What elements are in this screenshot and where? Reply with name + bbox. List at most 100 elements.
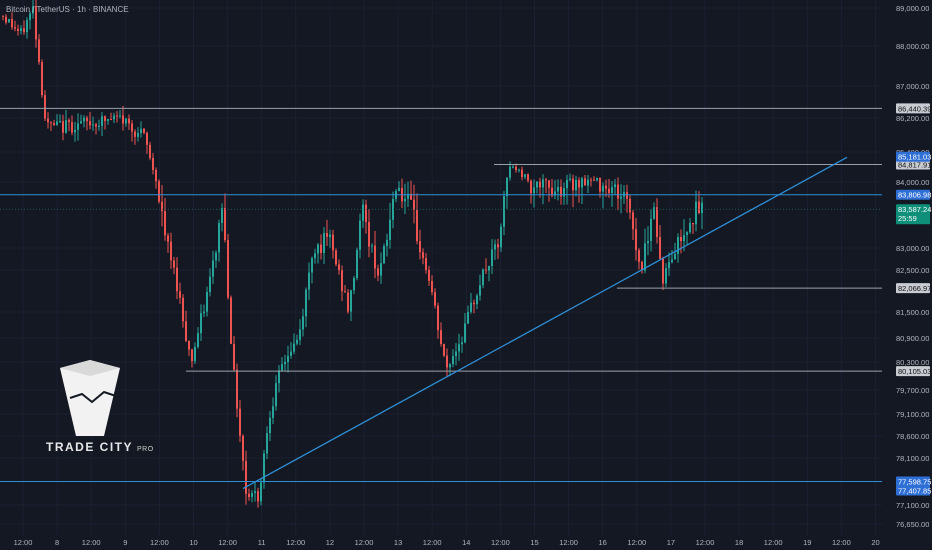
ascending-trendline — [242, 156, 848, 490]
candle-body — [500, 226, 502, 248]
price-axis[interactable]: 89,000.0088,000.0087,000.0086,200.0085,4… — [882, 0, 932, 550]
candle-body — [536, 181, 538, 188]
candle-body — [29, 13, 31, 21]
candle-body — [527, 174, 529, 181]
candle — [44, 90, 46, 121]
brand-name: TRADE CITY PRO — [46, 440, 154, 454]
candle — [17, 24, 19, 36]
price-tick-label: 86,200.00 — [896, 114, 929, 123]
candle — [638, 248, 640, 270]
candle-body — [143, 128, 145, 133]
candle — [575, 175, 577, 197]
candle — [344, 284, 346, 293]
candle-body — [470, 302, 472, 312]
candle-body — [683, 235, 685, 242]
candle-body — [428, 269, 430, 281]
candle — [482, 268, 484, 289]
candle — [209, 268, 211, 297]
candle — [23, 20, 25, 35]
candle — [8, 18, 10, 23]
candle-body — [77, 123, 79, 130]
candle-body — [590, 179, 592, 181]
candle — [194, 342, 196, 364]
candle-body — [212, 260, 214, 277]
candle — [548, 179, 550, 202]
logo-line — [69, 390, 117, 404]
horizontal-levels[interactable] — [0, 107, 882, 483]
candle — [536, 181, 538, 194]
candle — [50, 121, 52, 132]
candle-body — [467, 311, 469, 324]
candle-body — [608, 188, 610, 194]
candle — [317, 243, 319, 264]
candle-body — [14, 27, 16, 29]
candle — [203, 304, 205, 317]
candle — [383, 243, 385, 265]
candle — [137, 127, 139, 142]
candle-body — [38, 39, 40, 63]
time-tick-label: 11 — [258, 538, 266, 547]
candle — [452, 349, 454, 368]
time-axis[interactable]: 12:00 8 12:00 9 12:00 10 12:00 11 12:00 12 12:00 13… — [0, 536, 882, 550]
candle — [71, 115, 73, 136]
candle — [110, 112, 112, 121]
candle-body — [272, 406, 274, 418]
candle — [212, 250, 214, 284]
candle-body — [32, 6, 34, 14]
marker-price-label-bg — [896, 151, 930, 162]
candle-body — [593, 179, 595, 181]
candle — [542, 174, 544, 205]
candle-body — [218, 222, 220, 253]
candle-body — [62, 121, 64, 133]
candle — [95, 122, 97, 135]
candle-body — [197, 333, 199, 347]
time-tick-label: 12:00 — [286, 538, 305, 547]
candle-body — [176, 267, 178, 292]
candle — [431, 275, 433, 296]
candle — [179, 282, 181, 304]
candle-body — [458, 344, 460, 352]
candle — [311, 256, 313, 284]
candle — [146, 131, 148, 154]
level-price-label-bg — [896, 366, 930, 377]
candle-body — [50, 122, 52, 124]
candle-body — [647, 240, 649, 244]
candle — [560, 179, 562, 205]
candle-body — [116, 115, 118, 117]
trendline[interactable] — [242, 156, 848, 490]
candle-body — [8, 19, 10, 23]
candle — [335, 248, 337, 267]
candle — [392, 191, 394, 229]
candle-body — [365, 204, 367, 222]
candle-body — [560, 186, 562, 197]
candle-body — [617, 184, 619, 199]
candle — [5, 14, 7, 25]
candle-body — [200, 313, 202, 334]
candle — [683, 219, 685, 252]
candle — [668, 252, 670, 276]
candle — [578, 177, 580, 203]
candle — [197, 327, 199, 349]
candle — [266, 426, 268, 460]
candle — [230, 295, 232, 345]
candle — [689, 218, 691, 234]
candle-body — [512, 166, 514, 168]
brand-sub: PRO — [137, 446, 154, 453]
candle — [425, 253, 427, 274]
candle-body — [575, 179, 577, 191]
candle-body — [251, 492, 253, 497]
candle — [89, 111, 91, 130]
time-tick-label: 14 — [462, 538, 470, 547]
candle — [653, 202, 655, 220]
candle — [332, 229, 334, 259]
candle — [68, 118, 70, 132]
candle — [38, 34, 40, 65]
candle-body — [290, 351, 292, 356]
candle-body — [398, 187, 400, 192]
candle-body — [11, 19, 13, 28]
candle-body — [632, 212, 634, 230]
candle — [215, 250, 217, 269]
candle-body — [113, 115, 115, 120]
